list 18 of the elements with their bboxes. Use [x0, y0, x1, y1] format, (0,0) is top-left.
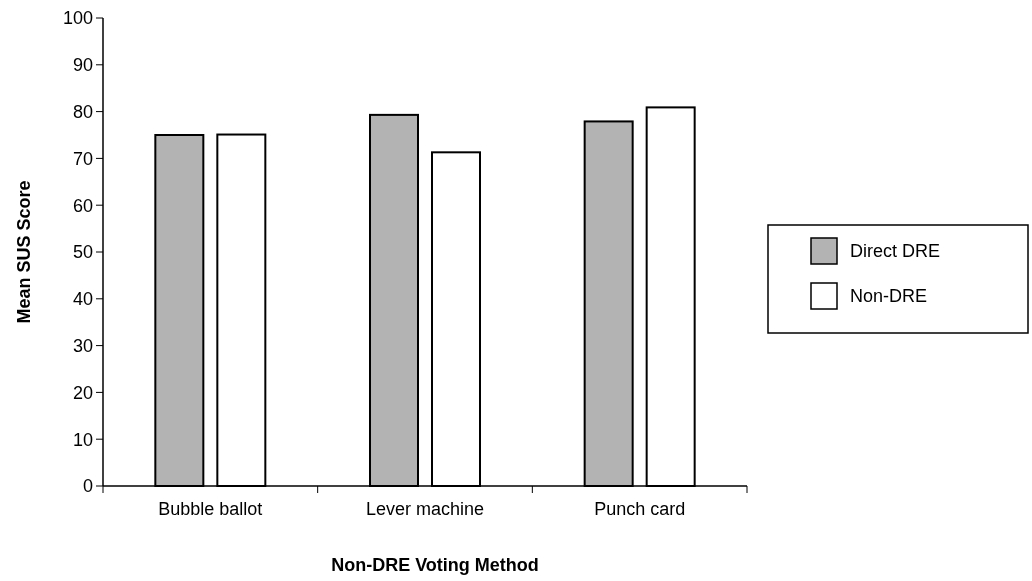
- x-tick-label: Lever machine: [365, 499, 485, 519]
- y-tick-label: 70: [72, 148, 93, 169]
- y-tick-label: 50: [72, 242, 93, 263]
- y-tick-label: 90: [72, 55, 93, 76]
- y-tick-label: 100: [62, 8, 93, 29]
- y-axis-title: Mean SUS Score: [14, 180, 34, 324]
- x-tick-label: Punch card: [594, 499, 686, 519]
- y-tick-label: 60: [72, 195, 93, 216]
- y-tick-label: 0: [82, 476, 93, 497]
- legend-label: Non-DRE: [850, 286, 928, 307]
- y-tick-label: 40: [72, 289, 93, 310]
- y-tick-label: 30: [72, 335, 93, 356]
- x-tick-label: Bubble ballot: [158, 499, 263, 519]
- legend-label: Direct DRE: [850, 241, 941, 262]
- y-tick-label: 80: [72, 101, 93, 122]
- x-axis-title: Non-DRE Voting Method: [331, 555, 539, 575]
- y-tick-label: 20: [72, 382, 93, 403]
- y-tick-label: 10: [72, 429, 93, 450]
